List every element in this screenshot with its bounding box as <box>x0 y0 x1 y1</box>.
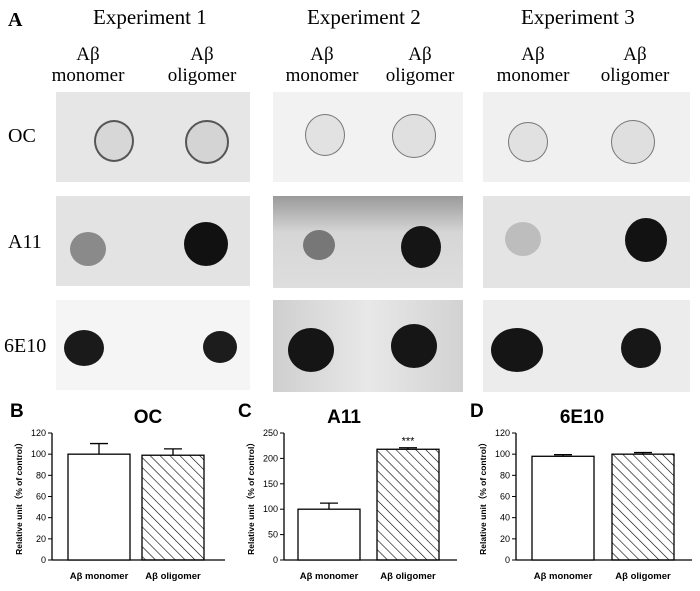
dot-a11-monomer <box>70 232 106 266</box>
dot-a11-monomer <box>505 222 541 256</box>
dot-a11-monomer <box>303 230 335 260</box>
condition-label-monomer: Aβ monomer <box>496 44 570 86</box>
blot-6e10-experiment-3 <box>483 300 690 392</box>
dot-oc-monomer <box>94 120 134 162</box>
x-tick-label: Aβ monomer <box>534 571 593 582</box>
dot-oc-oligomer <box>392 114 436 158</box>
y-tick-label: 100 <box>31 449 46 459</box>
bar-chart-6e10: D 6E10 Relative unit（% of control） 0 20 40 60 8… <box>470 401 692 582</box>
y-tick-label: 100 <box>263 504 278 514</box>
dot-6e10-oligomer <box>391 324 437 368</box>
y-tick-label: 150 <box>263 479 278 489</box>
x-tick-label: Aβ oligomer <box>615 571 671 582</box>
condition-label-oligomer: Aβ oligomer <box>385 44 455 86</box>
dot-6e10-oligomer <box>621 328 661 368</box>
dot-a11-oligomer <box>401 226 441 268</box>
y-tick-label: 40 <box>36 513 46 523</box>
dot-6e10-monomer <box>288 328 334 372</box>
y-tick-label: 120 <box>495 428 510 438</box>
y-tick-label: 80 <box>36 470 46 480</box>
chart-title: 6E10 <box>560 407 604 428</box>
blot-6e10-experiment-1 <box>56 300 250 390</box>
y-tick-label: 100 <box>495 449 510 459</box>
y-axis-label: Relative unit（% of control） <box>246 438 256 555</box>
blot-oc-experiment-1 <box>56 92 250 182</box>
dot-oc-oligomer <box>611 120 655 164</box>
y-tick-label: 50 <box>268 530 278 540</box>
dot-oc-oligomer <box>185 120 229 164</box>
row-label-oc: OC <box>8 125 36 147</box>
bar <box>67 453 131 561</box>
dot-a11-oligomer <box>625 218 667 262</box>
y-tick-label: 0 <box>273 555 278 565</box>
y-tick-label: 0 <box>41 555 46 565</box>
panel-letter: C <box>238 401 252 422</box>
y-tick-label: 20 <box>36 534 46 544</box>
y-tick-label: 60 <box>36 492 46 502</box>
bar <box>611 453 675 561</box>
y-axis-label: Relative unit（% of control） <box>478 438 488 555</box>
experiment-3-label: Experiment 3 <box>521 5 635 29</box>
row-label-a11: A11 <box>8 231 42 253</box>
dot-oc-monomer <box>508 122 548 162</box>
bar <box>376 448 440 561</box>
condition-label-monomer: Aβ monomer <box>51 44 125 86</box>
y-tick-label: 0 <box>505 555 510 565</box>
bar <box>531 455 595 561</box>
panel-a-letter: A <box>8 9 23 31</box>
experiment-1-label: Experiment 1 <box>93 5 207 29</box>
blot-a11-experiment-2 <box>273 196 463 288</box>
y-tick-label: 60 <box>500 492 510 502</box>
bar-chart-oc: B OC Relative unit（% of control） 0 20 40 60 80 1… <box>10 401 225 582</box>
x-tick-label: Aβ oligomer <box>380 571 436 582</box>
bar <box>141 454 205 561</box>
blot-6e10-experiment-2 <box>273 300 463 392</box>
blot-oc-experiment-2 <box>273 92 463 182</box>
y-tick-label: 200 <box>263 453 278 463</box>
blot-a11-experiment-1 <box>56 196 250 286</box>
dot-6e10-monomer <box>491 328 543 372</box>
bar-chart-a11: C A11 Relative unit（% of control） 0 50 100 150… <box>238 401 457 582</box>
x-tick-label: Aβ monomer <box>300 571 359 582</box>
dot-oc-monomer <box>305 114 345 156</box>
blot-oc-experiment-3 <box>483 92 690 182</box>
condition-label-oligomer: Aβ oligomer <box>167 44 237 86</box>
y-tick-label: 80 <box>500 470 510 480</box>
significance-label: *** <box>402 436 416 448</box>
y-axis-label: Relative unit（% of control） <box>14 438 24 555</box>
chart-title: A11 <box>327 407 361 428</box>
bar <box>297 508 361 561</box>
dot-6e10-oligomer <box>203 331 237 363</box>
dot-a11-oligomer <box>184 222 228 266</box>
panel-letter: D <box>470 401 484 422</box>
y-tick-label: 250 <box>263 428 278 438</box>
dot-6e10-monomer <box>64 330 104 366</box>
x-tick-label: Aβ oligomer <box>145 571 201 582</box>
y-tick-label: 20 <box>500 534 510 544</box>
panel-letter: B <box>10 401 24 422</box>
condition-label-monomer: Aβ monomer <box>285 44 359 86</box>
chart-title: OC <box>134 407 163 428</box>
blot-a11-experiment-3 <box>483 196 690 288</box>
y-tick-label: 40 <box>500 513 510 523</box>
condition-label-oligomer: Aβ oligomer <box>600 44 670 86</box>
x-tick-label: Aβ monomer <box>70 571 129 582</box>
experiment-2-label: Experiment 2 <box>307 5 421 29</box>
row-label-6e10: 6E10 <box>4 335 47 357</box>
y-tick-label: 120 <box>31 428 46 438</box>
